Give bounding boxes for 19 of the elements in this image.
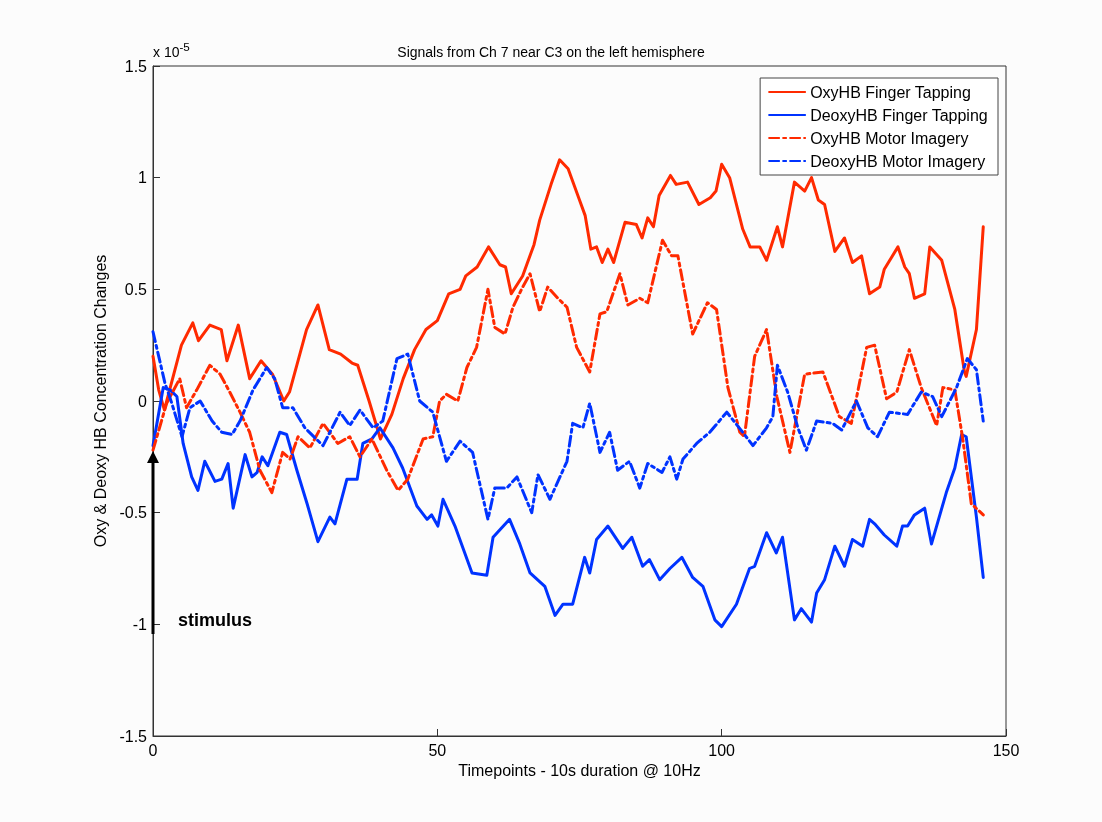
text: x 10$^{-5}$ xyxy=(153,40,190,60)
y-tick-label: 0.5 xyxy=(124,280,148,298)
y-tick-label: 1 xyxy=(138,169,148,187)
y-tick-label: 0 xyxy=(138,392,148,410)
x-axis-title: Timepoints - 10s duration @ 10Hz xyxy=(458,762,701,780)
y-tick-label: -1 xyxy=(132,615,148,633)
legend-label: OxyHB Finger Tapping xyxy=(810,83,971,101)
legend-label: OxyHB Motor Imagery xyxy=(810,129,969,147)
x-tick-label: 50 xyxy=(428,741,447,759)
y-tick-label: 1.5 xyxy=(124,57,148,75)
x-tick-label: 150 xyxy=(992,741,1020,759)
legend-label: DeoxyHB Finger Tapping xyxy=(810,106,988,124)
y-tick-label: -1.5 xyxy=(119,727,148,745)
chart-title: Signals from Ch 7 near C3 on the left hemisphere xyxy=(397,44,705,60)
annotation: stimulus xyxy=(178,610,253,632)
legend-label: DeoxyHB Motor Imagery xyxy=(810,152,986,170)
y-tick-label: -0.5 xyxy=(119,504,148,522)
y-axis-title: Oxy & Deoxy HB Concentration Changes xyxy=(92,254,110,548)
x-tick-label: 100 xyxy=(708,741,736,759)
